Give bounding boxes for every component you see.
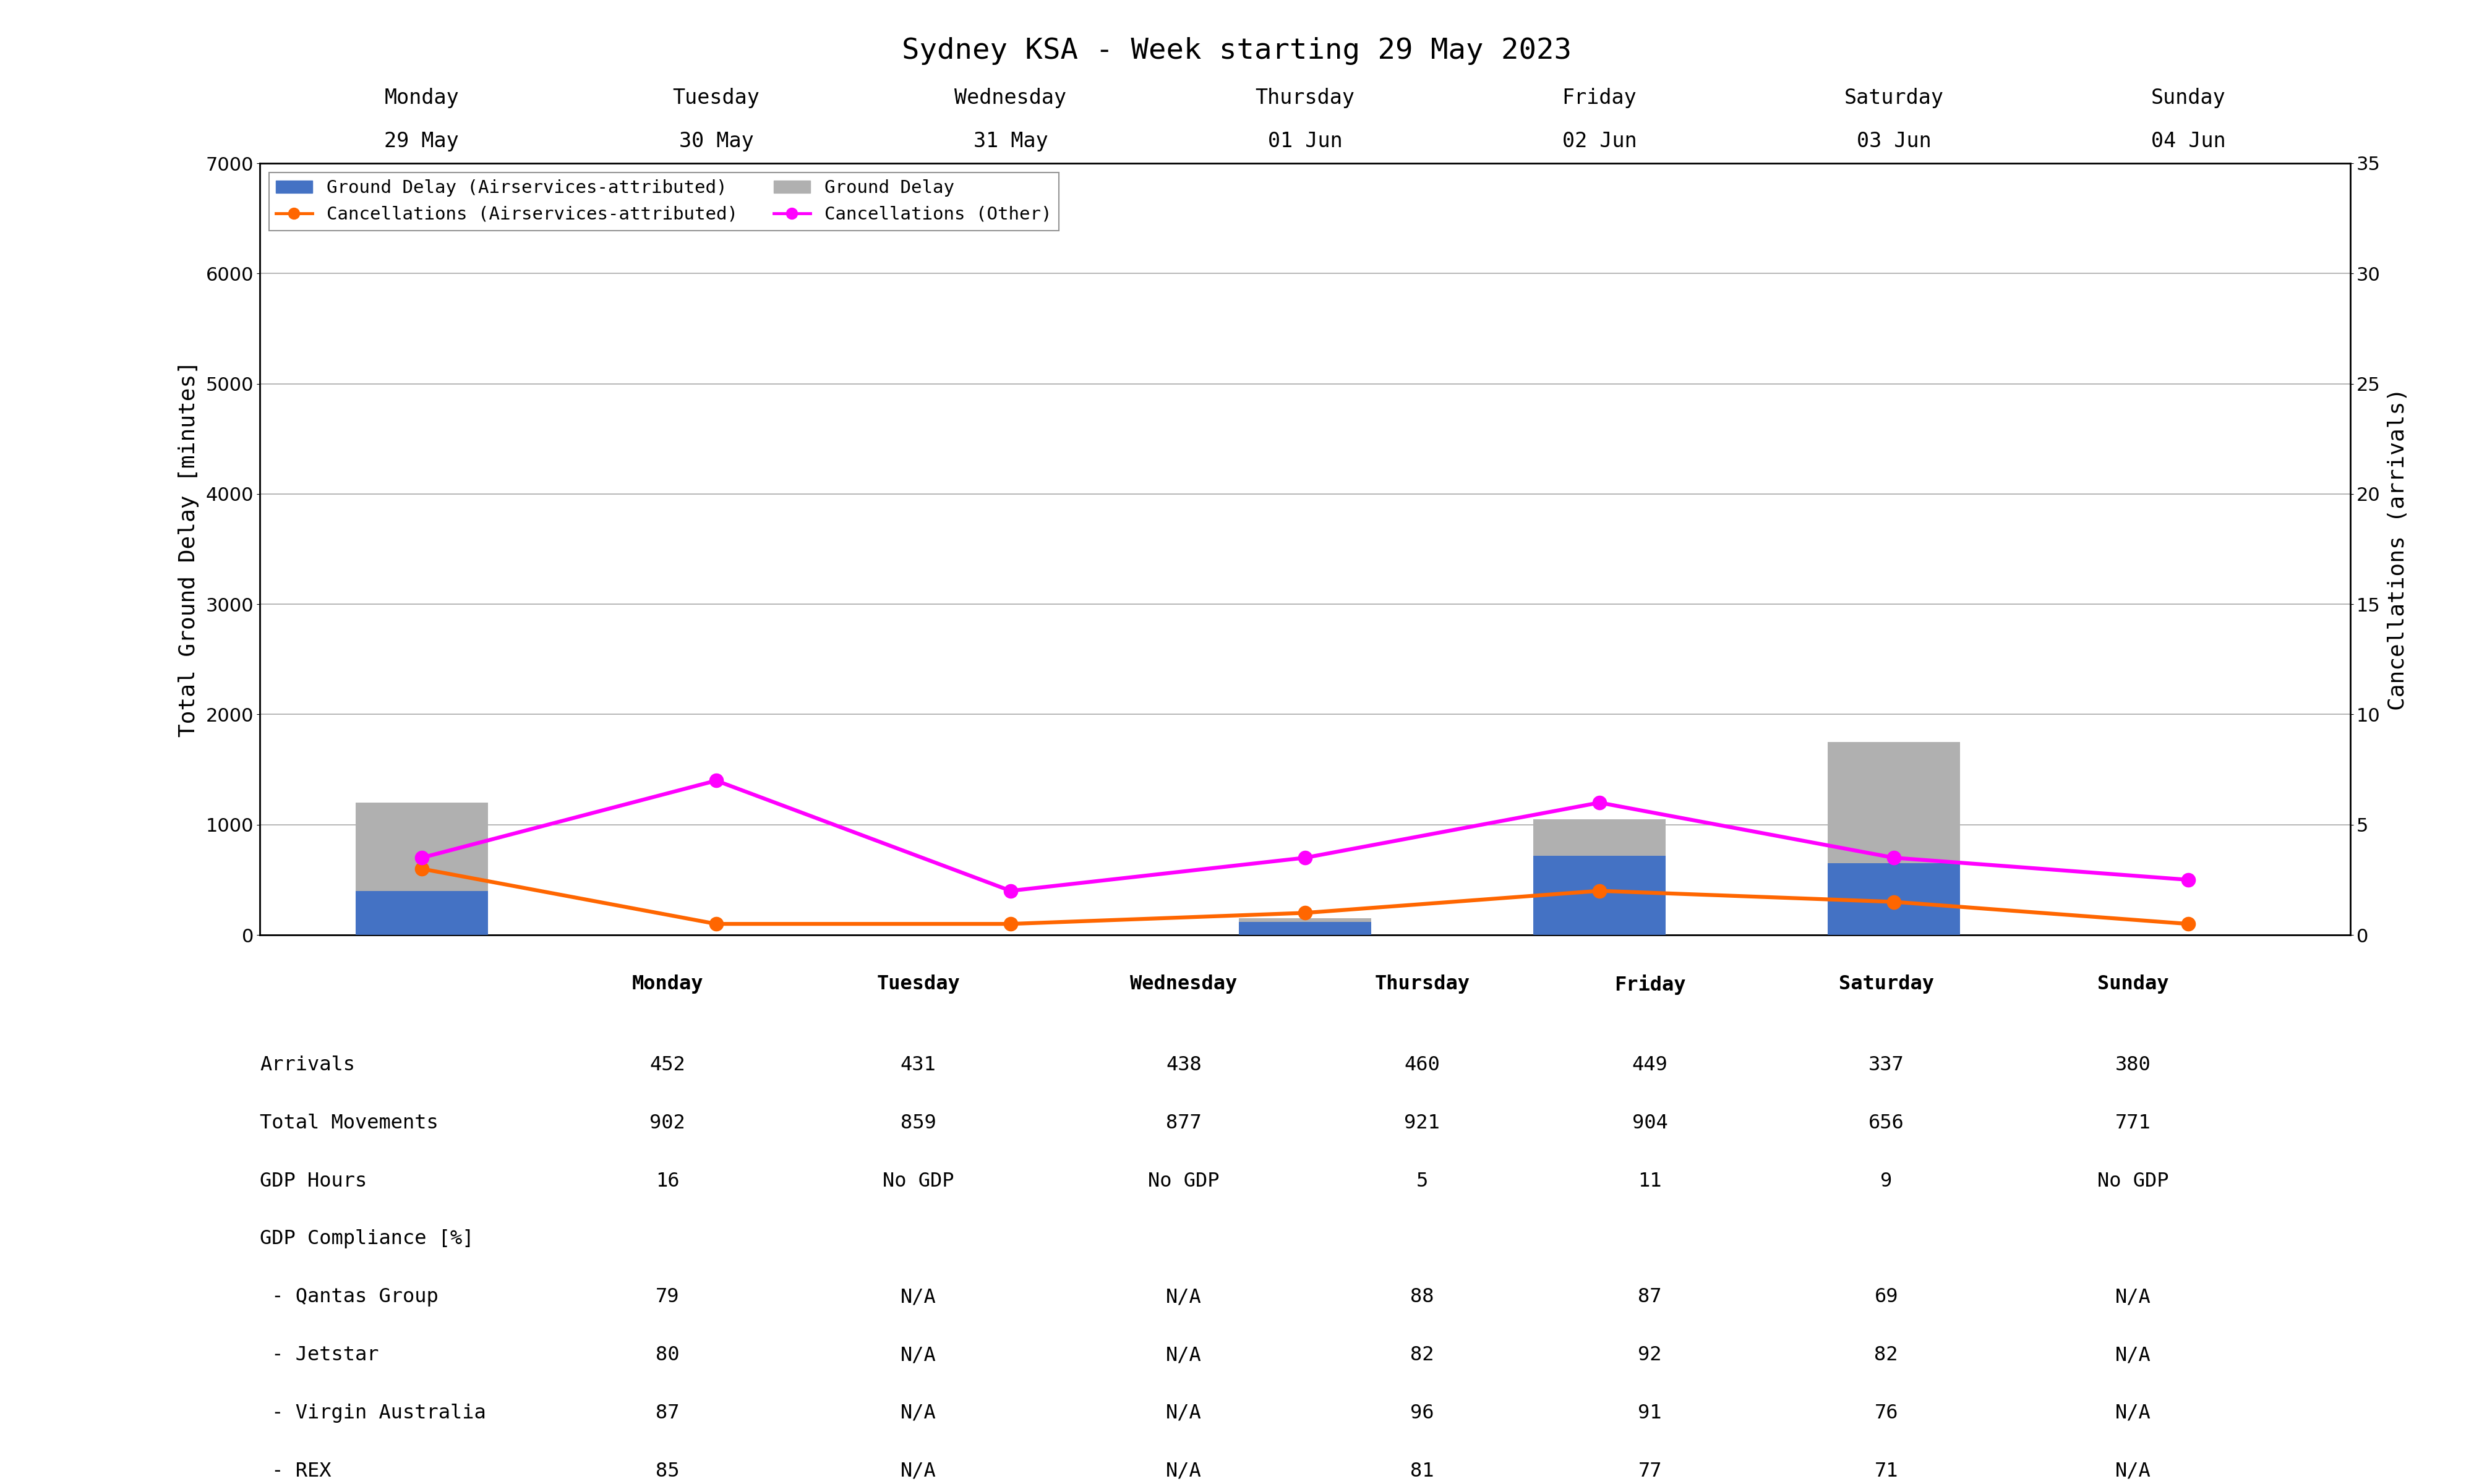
Bar xyxy=(1239,919,1371,935)
Text: 80: 80 xyxy=(656,1346,680,1365)
Text: Tuesday: Tuesday xyxy=(876,975,960,994)
Bar xyxy=(356,890,487,935)
Text: 79: 79 xyxy=(656,1288,680,1307)
Text: 01 Jun: 01 Jun xyxy=(1267,131,1343,151)
Text: N/A: N/A xyxy=(1165,1346,1202,1365)
Text: N/A: N/A xyxy=(2115,1462,2150,1481)
Text: 88: 88 xyxy=(1410,1288,1435,1307)
Text: 91: 91 xyxy=(1638,1404,1663,1423)
Text: GDP Compliance [%]: GDP Compliance [%] xyxy=(260,1229,475,1248)
Text: N/A: N/A xyxy=(2115,1288,2150,1307)
Text: N/A: N/A xyxy=(1165,1288,1202,1307)
Text: Sunday: Sunday xyxy=(2098,975,2170,994)
Text: 87: 87 xyxy=(656,1404,680,1423)
Text: 877: 877 xyxy=(1165,1113,1202,1132)
Text: 77: 77 xyxy=(1638,1462,1663,1481)
Text: 380: 380 xyxy=(2115,1055,2150,1074)
Text: Wednesday: Wednesday xyxy=(955,88,1066,108)
Text: 904: 904 xyxy=(1633,1113,1667,1132)
Text: N/A: N/A xyxy=(1165,1404,1202,1423)
Bar xyxy=(1534,819,1665,935)
Text: Saturday: Saturday xyxy=(1843,88,1945,108)
Text: N/A: N/A xyxy=(1165,1462,1202,1481)
Text: Friday: Friday xyxy=(1561,88,1638,108)
Text: Sydney KSA - Week starting 29 May 2023: Sydney KSA - Week starting 29 May 2023 xyxy=(903,37,1571,65)
Text: N/A: N/A xyxy=(2115,1346,2150,1365)
Text: Tuesday: Tuesday xyxy=(673,88,760,108)
Text: 82: 82 xyxy=(1875,1346,1898,1365)
Text: 31 May: 31 May xyxy=(972,131,1049,151)
Text: Monday: Monday xyxy=(631,975,703,994)
Bar xyxy=(356,803,487,935)
Text: 85: 85 xyxy=(656,1462,680,1481)
Text: 02 Jun: 02 Jun xyxy=(1561,131,1638,151)
Text: 438: 438 xyxy=(1165,1055,1202,1074)
Text: 771: 771 xyxy=(2115,1113,2150,1132)
Text: 431: 431 xyxy=(901,1055,935,1074)
Text: Arrivals: Arrivals xyxy=(260,1055,356,1074)
Text: - Qantas Group: - Qantas Group xyxy=(260,1288,438,1307)
Text: 29 May: 29 May xyxy=(383,131,460,151)
Text: - Virgin Australia: - Virgin Australia xyxy=(260,1404,485,1423)
Text: 82: 82 xyxy=(1410,1346,1435,1365)
Text: 30 May: 30 May xyxy=(678,131,755,151)
Text: 337: 337 xyxy=(1868,1055,1905,1074)
Text: Monday: Monday xyxy=(383,88,460,108)
Text: 452: 452 xyxy=(651,1055,685,1074)
Bar xyxy=(1534,856,1665,935)
Text: 03 Jun: 03 Jun xyxy=(1856,131,1932,151)
Text: - Jetstar: - Jetstar xyxy=(260,1346,379,1365)
Y-axis label: Cancellations (arrivals): Cancellations (arrivals) xyxy=(2387,387,2407,711)
Text: 76: 76 xyxy=(1875,1404,1898,1423)
Text: 11: 11 xyxy=(1638,1171,1663,1190)
Text: Wednesday: Wednesday xyxy=(1131,975,1237,994)
Text: 87: 87 xyxy=(1638,1288,1663,1307)
Text: No GDP: No GDP xyxy=(1148,1171,1220,1190)
Text: Thursday: Thursday xyxy=(1376,975,1470,994)
Text: 902: 902 xyxy=(651,1113,685,1132)
Text: N/A: N/A xyxy=(901,1462,935,1481)
Text: 449: 449 xyxy=(1633,1055,1667,1074)
Bar xyxy=(1828,864,1959,935)
Text: 71: 71 xyxy=(1875,1462,1898,1481)
Text: N/A: N/A xyxy=(901,1404,935,1423)
Text: 04 Jun: 04 Jun xyxy=(2150,131,2227,151)
Text: 859: 859 xyxy=(901,1113,935,1132)
Text: 9: 9 xyxy=(1880,1171,1893,1190)
Text: No GDP: No GDP xyxy=(883,1171,955,1190)
Bar xyxy=(1239,922,1371,935)
Text: - REX: - REX xyxy=(260,1462,332,1481)
Text: 16: 16 xyxy=(656,1171,680,1190)
Text: Thursday: Thursday xyxy=(1254,88,1356,108)
Text: 69: 69 xyxy=(1875,1288,1898,1307)
Text: Friday: Friday xyxy=(1613,975,1685,996)
Text: Saturday: Saturday xyxy=(1838,975,1935,994)
Text: GDP Hours: GDP Hours xyxy=(260,1171,366,1190)
Text: 656: 656 xyxy=(1868,1113,1905,1132)
Text: 92: 92 xyxy=(1638,1346,1663,1365)
Text: N/A: N/A xyxy=(901,1346,935,1365)
Text: N/A: N/A xyxy=(901,1288,935,1307)
Text: Sunday: Sunday xyxy=(2150,88,2227,108)
Bar xyxy=(1828,742,1959,935)
Y-axis label: Total Ground Delay [minutes]: Total Ground Delay [minutes] xyxy=(178,361,198,738)
Text: 5: 5 xyxy=(1415,1171,1427,1190)
Text: 81: 81 xyxy=(1410,1462,1435,1481)
Text: 96: 96 xyxy=(1410,1404,1435,1423)
Legend: Ground Delay (Airservices-attributed), Cancellations (Airservices-attributed), G: Ground Delay (Airservices-attributed), C… xyxy=(270,172,1059,230)
Text: No GDP: No GDP xyxy=(2098,1171,2170,1190)
Text: Total Movements: Total Movements xyxy=(260,1113,438,1132)
Text: 921: 921 xyxy=(1405,1113,1440,1132)
Text: 460: 460 xyxy=(1405,1055,1440,1074)
Text: N/A: N/A xyxy=(2115,1404,2150,1423)
